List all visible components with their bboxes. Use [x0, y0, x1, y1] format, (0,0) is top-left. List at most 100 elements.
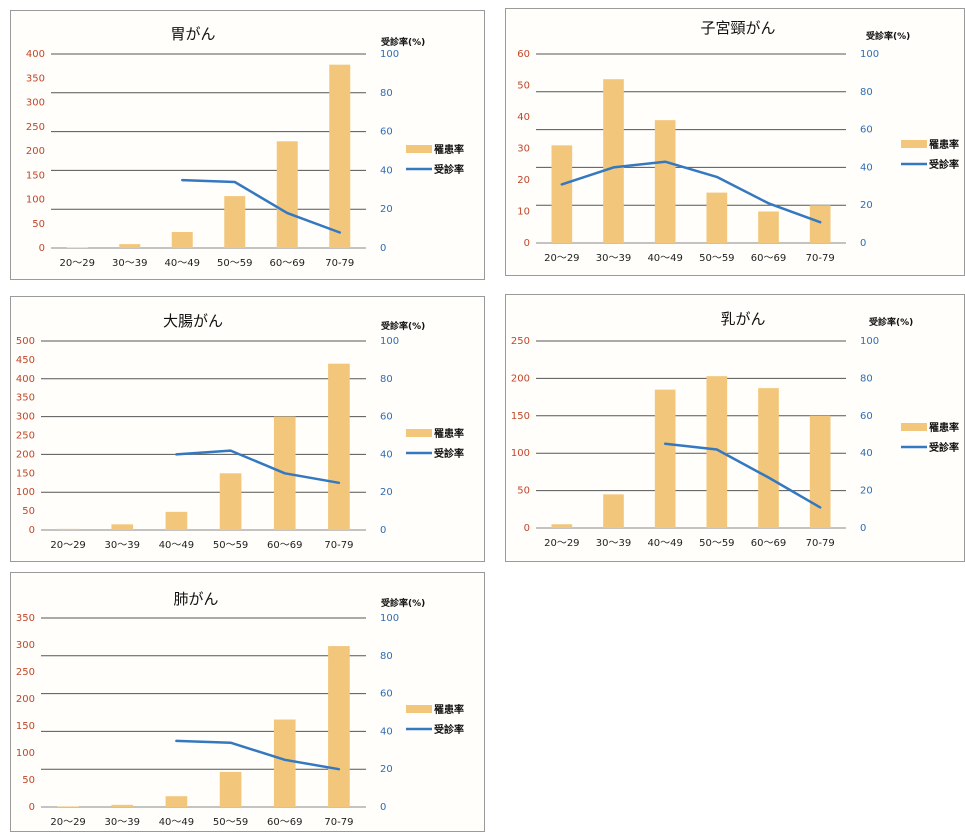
x-tick-label: 50〜59: [699, 538, 734, 549]
right-tick-label: 100: [380, 336, 399, 347]
x-tick-label: 50〜59: [213, 817, 248, 828]
left-tick-label: 200: [16, 449, 35, 460]
x-tick-label: 30〜39: [596, 538, 631, 549]
bar-4: [758, 388, 779, 528]
right-tick-label: 60: [380, 689, 393, 700]
left-tick-label: 450: [16, 355, 35, 366]
right-tick-label: 80: [380, 651, 393, 662]
left-tick-label: 200: [511, 373, 530, 384]
x-tick-label: 30〜39: [596, 253, 631, 264]
left-tick-label: 150: [16, 468, 35, 479]
legend-label-line: 受診率: [929, 158, 959, 171]
left-tick-label: 250: [26, 122, 45, 133]
x-tick-label: 30〜39: [112, 258, 147, 269]
legend-label-bar: 罹患率: [434, 427, 464, 440]
chart-title: 胃がん: [170, 25, 215, 43]
right-tick-label: 80: [860, 87, 873, 98]
legend-label-line: 受診率: [434, 447, 464, 460]
bar-5: [810, 205, 831, 243]
right-tick-label: 40: [380, 726, 393, 737]
right-axis-title: 受診率(%): [866, 30, 910, 42]
x-tick-label: 40〜49: [165, 258, 200, 269]
left-tick-label: 150: [16, 721, 35, 732]
chart-title: 肺がん: [173, 590, 218, 608]
x-tick-label: 60〜69: [270, 258, 305, 269]
x-tick-label: 70-79: [324, 817, 353, 828]
chart-svg-cervical: 子宮頸がん0102030405060020406080100受診率(%)20〜2…: [506, 9, 965, 277]
bar-0: [552, 145, 573, 243]
left-tick-label: 60: [517, 49, 530, 60]
x-tick-label: 20〜29: [50, 540, 85, 551]
left-tick-label: 300: [16, 412, 35, 423]
right-tick-label: 0: [380, 243, 386, 254]
bar-5: [328, 646, 350, 807]
chart-svg-breast: 乳がん050100150200250020406080100受診率(%)20〜2…: [506, 295, 965, 563]
right-tick-label: 0: [860, 523, 866, 534]
legend-label-line: 受診率: [434, 723, 464, 736]
left-tick-label: 0: [29, 525, 35, 536]
right-tick-label: 20: [380, 487, 393, 498]
bar-3: [220, 772, 242, 807]
left-tick-label: 50: [517, 81, 530, 92]
left-tick-label: 50: [32, 219, 45, 230]
left-tick-label: 400: [26, 49, 45, 60]
bar-2: [655, 120, 676, 243]
right-tick-label: 60: [860, 125, 873, 136]
bar-4: [277, 141, 298, 248]
right-tick-label: 100: [860, 49, 879, 60]
x-tick-label: 40〜49: [647, 253, 682, 264]
bar-4: [274, 720, 296, 807]
left-tick-label: 100: [26, 195, 45, 206]
right-tick-label: 60: [380, 127, 393, 138]
chart-svg-stomach: 胃がん050100150200250300350400020406080100受…: [11, 11, 486, 281]
left-tick-label: 400: [16, 374, 35, 385]
x-tick-label: 20〜29: [50, 817, 85, 828]
bar-3: [707, 193, 728, 243]
series-line-受診率: [176, 451, 339, 483]
bar-2: [166, 796, 188, 807]
right-tick-label: 0: [860, 238, 866, 249]
left-tick-label: 0: [29, 802, 35, 813]
x-tick-label: 50〜59: [213, 540, 248, 551]
right-tick-label: 0: [380, 802, 386, 813]
x-tick-label: 70-79: [806, 253, 835, 264]
x-tick-label: 60〜69: [267, 817, 302, 828]
right-tick-label: 80: [380, 374, 393, 385]
left-tick-label: 50: [22, 506, 35, 517]
left-tick-label: 20: [517, 175, 530, 186]
bar-4: [758, 212, 779, 244]
left-tick-label: 0: [524, 238, 530, 249]
left-tick-label: 100: [16, 748, 35, 759]
right-tick-label: 40: [860, 162, 873, 173]
x-tick-label: 30〜39: [105, 540, 140, 551]
bar-3: [220, 473, 242, 530]
bar-3: [224, 196, 245, 248]
bar-1: [111, 805, 133, 807]
left-tick-label: 200: [16, 694, 35, 705]
right-tick-label: 100: [380, 613, 399, 624]
left-tick-label: 10: [517, 207, 530, 218]
chart-title: 乳がん: [720, 310, 765, 328]
right-tick-label: 0: [380, 525, 386, 536]
right-tick-label: 60: [380, 412, 393, 423]
chart-svg-lung: 肺がん050100150200250300350020406080100受診率(…: [11, 573, 486, 833]
left-tick-label: 300: [26, 98, 45, 109]
bar-2: [172, 232, 193, 248]
left-tick-label: 100: [511, 448, 530, 459]
legend-label-bar: 罹患率: [929, 421, 959, 434]
left-tick-label: 0: [524, 523, 530, 534]
right-axis-title: 受診率(%): [869, 316, 913, 328]
legend-swatch-bar: [901, 423, 927, 431]
right-tick-label: 100: [380, 49, 399, 60]
legend-label-bar: 罹患率: [434, 703, 464, 716]
right-tick-label: 100: [860, 336, 879, 347]
bar-1: [111, 524, 133, 530]
right-axis-title: 受診率(%): [381, 320, 425, 332]
left-tick-label: 100: [16, 487, 35, 498]
bar-1: [603, 494, 624, 528]
bar-5: [810, 416, 831, 528]
